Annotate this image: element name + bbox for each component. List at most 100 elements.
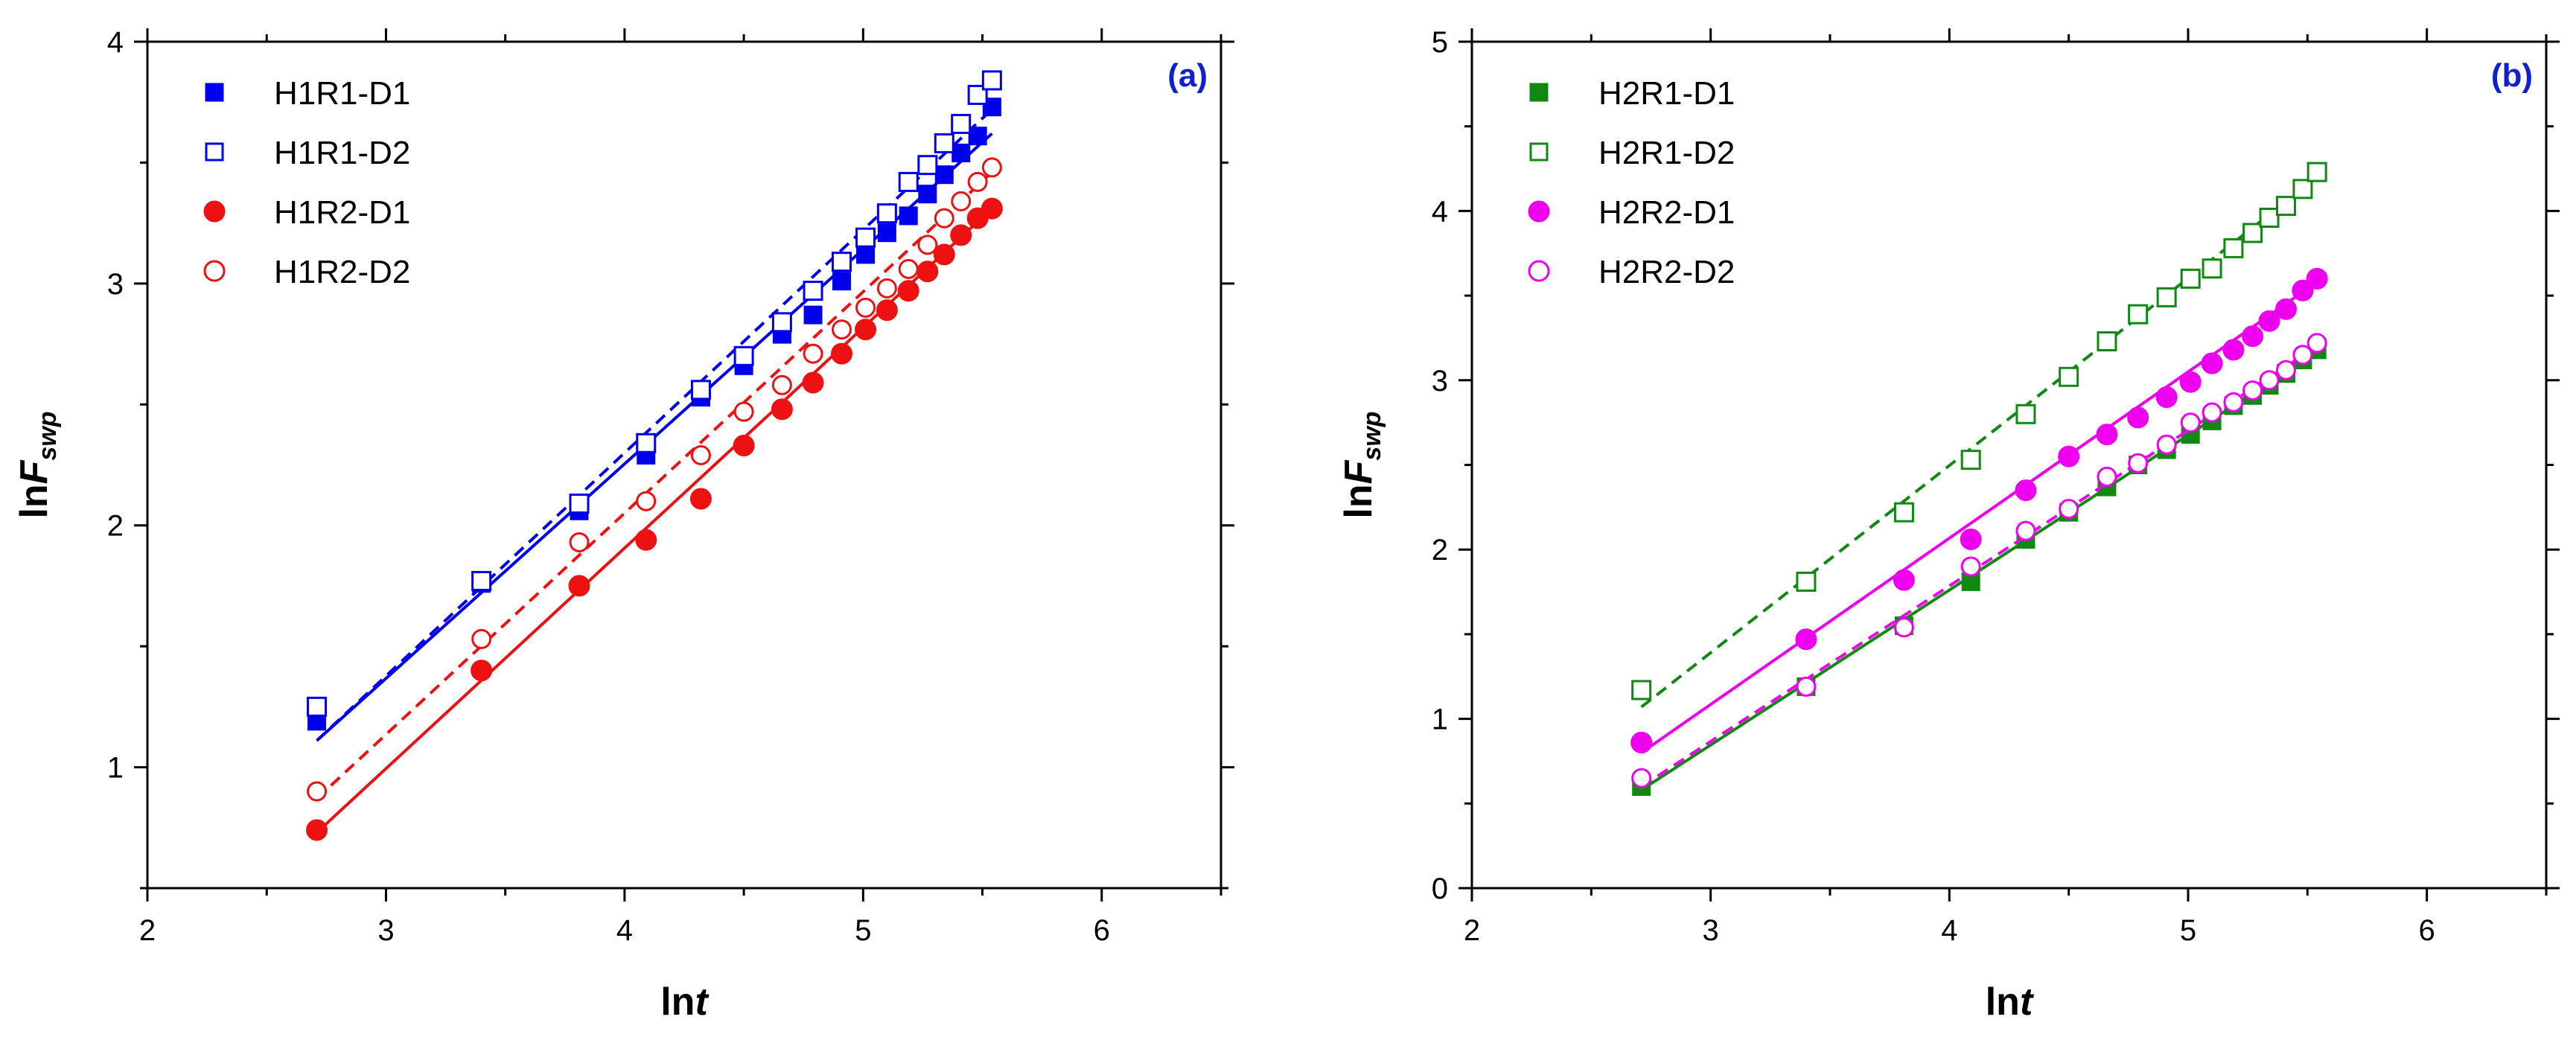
y-tick-label: 2 <box>1432 534 1448 567</box>
data-point <box>2202 402 2222 423</box>
fit-line <box>1640 176 2318 709</box>
x-axis-title: lnt <box>1986 980 2035 1024</box>
data-point <box>307 696 328 717</box>
data-point <box>1893 617 1914 638</box>
legend-marker <box>1529 83 1549 102</box>
data-point <box>832 272 851 291</box>
data-point <box>916 261 939 283</box>
legend-label: H1R1-D1 <box>274 75 410 112</box>
data-point <box>855 297 876 318</box>
data-point <box>2275 360 2296 380</box>
data-point <box>2259 370 2280 391</box>
fit-line <box>1640 281 2318 754</box>
data-point <box>803 281 823 302</box>
legend-marker <box>1528 260 1550 282</box>
y-tick-label: 1 <box>1432 704 1448 736</box>
x-tick-label: 6 <box>1094 914 1110 947</box>
data-point <box>1893 502 1914 523</box>
data-point <box>771 312 792 333</box>
x-tick-label: 3 <box>377 914 394 947</box>
data-point <box>307 781 328 802</box>
data-point <box>2180 412 2201 433</box>
data-point <box>899 206 918 226</box>
data-point <box>917 155 938 176</box>
data-point <box>2292 345 2313 366</box>
y-tick-label: 1 <box>107 752 124 785</box>
data-point <box>968 127 987 146</box>
series-H1R1-D1 <box>307 98 1001 742</box>
data-point <box>2156 434 2177 455</box>
panel-b-chart: 2 3 4 5 6012345lntlnFswp(b)H2R1-D1H2R1-D2H2R… <box>1337 26 2560 1024</box>
series-H2R1-D2 <box>1631 162 2327 709</box>
data-point <box>2179 371 2202 393</box>
x-axis-title-var: t <box>695 980 710 1024</box>
data-point <box>982 98 1001 117</box>
data-point <box>2059 366 2079 387</box>
legend-marker <box>205 83 224 102</box>
data-point <box>855 319 877 341</box>
data-point <box>2128 304 2149 325</box>
series-H1R2-D1 <box>306 197 1003 841</box>
data-point <box>1631 768 1652 788</box>
data-point <box>306 819 328 841</box>
data-point <box>2127 406 2149 429</box>
y-tick-label: 4 <box>1432 195 1448 228</box>
data-point <box>898 171 919 192</box>
data-point <box>771 374 792 395</box>
data-point <box>1960 556 1981 577</box>
data-point <box>933 243 955 266</box>
data-point <box>636 433 657 453</box>
data-point <box>803 343 823 364</box>
data-point <box>2258 310 2280 332</box>
data-point <box>2015 403 2036 424</box>
data-point <box>830 342 852 365</box>
data-point <box>803 305 823 325</box>
data-point <box>690 380 711 401</box>
legend-marker <box>1528 200 1550 223</box>
legend: H1R1-D1 H1R1-D2 H1R2-D1 H1R2-D2 <box>203 75 410 290</box>
x-tick-label: 4 <box>616 914 633 947</box>
data-point <box>856 245 876 264</box>
data-point <box>1796 571 1817 592</box>
data-point <box>733 435 755 457</box>
data-point <box>2096 424 2118 446</box>
legend-label: H1R2-D2 <box>274 254 410 290</box>
data-point <box>951 191 972 211</box>
data-point <box>568 575 590 597</box>
panel-label: (a) <box>1167 57 1208 94</box>
data-point <box>471 628 492 649</box>
data-point <box>1631 680 1652 701</box>
data-point <box>831 252 852 272</box>
data-point <box>897 280 919 302</box>
data-point <box>733 345 754 366</box>
data-point <box>2059 499 2079 520</box>
data-point <box>2097 466 2117 487</box>
data-point <box>2015 520 2036 541</box>
data-point <box>934 133 954 153</box>
legend-label: H2R2-D1 <box>1598 194 1735 231</box>
data-point <box>1796 676 1817 697</box>
data-point <box>771 398 793 421</box>
legend: H2R1-D1 H2R1-D2 H2R2-D1 H2R2-D2 <box>1528 75 1735 290</box>
data-point <box>934 165 954 185</box>
y-tick-label: 5 <box>1432 26 1448 59</box>
y-tick-label: 3 <box>107 268 124 301</box>
x-tick-label: 3 <box>1703 914 1719 947</box>
data-point <box>2156 287 2177 307</box>
data-point <box>2306 333 2327 354</box>
data-point <box>2242 380 2263 401</box>
data-point <box>1893 569 1915 591</box>
series-H1R2-D2 <box>307 157 1002 802</box>
x-tick-label: 2 <box>139 914 156 947</box>
legend-label: H2R2-D2 <box>1598 254 1735 290</box>
legend-label: H1R1-D2 <box>274 135 410 171</box>
data-point <box>2275 196 2296 217</box>
data-point <box>981 157 1002 178</box>
data-point <box>802 371 824 394</box>
data-point <box>876 278 897 299</box>
y-tick-label: 4 <box>107 26 124 59</box>
data-point <box>2242 223 2263 243</box>
data-point <box>877 223 896 243</box>
x-tick-label: 6 <box>2419 914 2435 947</box>
